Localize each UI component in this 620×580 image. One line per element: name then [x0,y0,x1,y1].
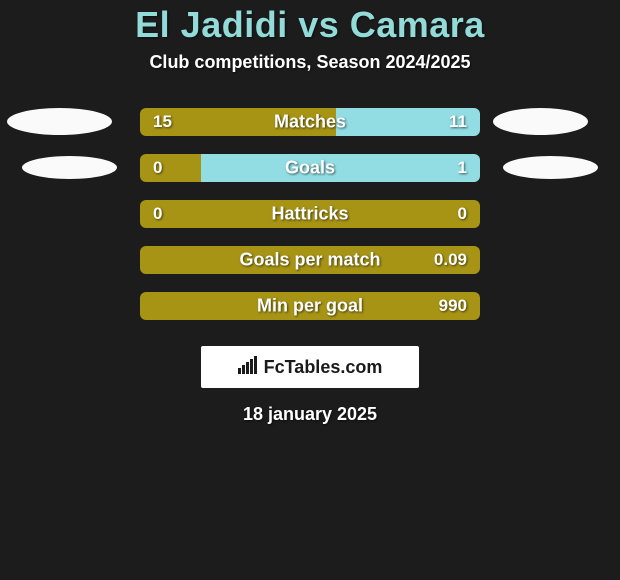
comparison-widget: El Jadidi vs Camara Club competitions, S… [0,0,620,425]
player-left-marker [22,156,117,179]
brand-text: FcTables.com [264,357,383,378]
date-label: 18 january 2025 [0,404,620,425]
stat-bar: 990 Min per goal [140,292,480,320]
page-title: El Jadidi vs Camara [0,4,620,46]
stat-label: Hattricks [271,204,348,225]
bar-right-fill [201,154,480,182]
brand-box: FcTables.com [201,346,419,388]
subtitle: Club competitions, Season 2024/2025 [0,52,620,73]
stat-label: Goals per match [239,250,380,271]
stat-value-right: 1 [458,158,467,178]
stat-row: 0 0 Hattricks [0,200,620,246]
stat-row: 15 11 Matches [0,108,620,154]
stat-bar: 0 1 Goals [140,154,480,182]
player-left-marker [7,108,112,135]
stat-row: 0.09 Goals per match [0,246,620,292]
stat-label: Goals [285,158,335,179]
stat-bar: 0.09 Goals per match [140,246,480,274]
bar-left-fill [140,154,201,182]
stat-row: 0 1 Goals [0,154,620,200]
stat-value-left: 0 [153,204,162,224]
stat-value-right: 990 [439,296,467,316]
bar-chart-icon [238,356,260,379]
stat-value-right: 11 [449,112,467,132]
stat-label: Min per goal [257,296,363,317]
stat-value-right: 0.09 [434,250,467,270]
stat-bar: 15 11 Matches [140,108,480,136]
player-right-marker [503,156,598,179]
stat-row: 990 Min per goal [0,292,620,338]
stat-value-left: 15 [153,112,172,132]
stats-chart: 15 11 Matches 0 1 Goals 0 0 Hattricks 0.09 Goals p… [0,108,620,338]
stat-value-right: 0 [458,204,467,224]
stat-bar: 0 0 Hattricks [140,200,480,228]
player-right-marker [493,108,588,135]
stat-value-left: 0 [153,158,162,178]
stat-label: Matches [274,112,346,133]
